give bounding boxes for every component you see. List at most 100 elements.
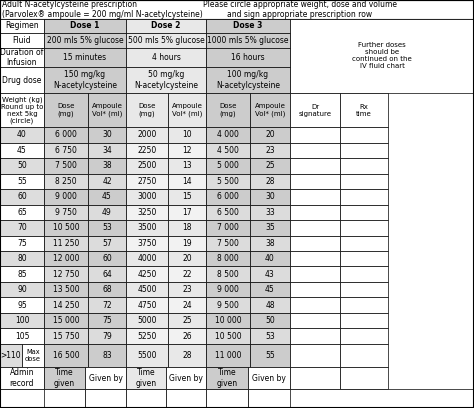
Bar (290, 220, 340, 235)
Bar (126, 33, 206, 47)
Text: 68: 68 (102, 285, 112, 294)
Bar (126, 328, 168, 344)
Text: 28: 28 (265, 177, 275, 186)
Text: Duration of
Infusion: Duration of Infusion (0, 48, 44, 67)
Text: Max
dose: Max dose (25, 349, 41, 362)
Text: 5 500: 5 500 (217, 177, 239, 186)
Text: 65: 65 (17, 208, 27, 217)
Text: 4500: 4500 (137, 285, 157, 294)
Bar (206, 344, 250, 367)
Text: 6 750: 6 750 (55, 146, 77, 155)
Text: 26: 26 (182, 332, 192, 341)
Bar (0, 33, 44, 47)
Bar (250, 313, 290, 328)
Text: 28: 28 (182, 351, 192, 360)
Bar (340, 189, 388, 204)
Bar (250, 282, 290, 297)
Text: 33: 33 (265, 208, 275, 217)
Text: Rx
time: Rx time (356, 104, 372, 117)
Text: 2000: 2000 (137, 130, 157, 139)
Text: 4250: 4250 (137, 270, 157, 279)
Bar (206, 297, 250, 313)
Bar (168, 344, 206, 367)
Bar (0, 67, 44, 93)
Text: 14 250: 14 250 (53, 301, 79, 310)
Bar (340, 282, 388, 297)
Text: 7 000: 7 000 (217, 223, 239, 232)
Text: 3000: 3000 (137, 192, 157, 201)
Bar (85, 389, 126, 408)
Text: 15 000: 15 000 (53, 316, 79, 325)
Text: Fluid: Fluid (13, 36, 31, 45)
Bar (126, 173, 168, 189)
Text: 14: 14 (182, 177, 192, 186)
Bar (126, 367, 166, 389)
Bar (206, 204, 250, 220)
Bar (340, 93, 388, 127)
Text: 6 000: 6 000 (217, 192, 239, 201)
Bar (0, 158, 44, 173)
Bar (206, 313, 250, 328)
Text: 70: 70 (17, 223, 27, 232)
Bar (126, 93, 168, 127)
Bar (85, 367, 126, 389)
Bar (250, 251, 290, 266)
Bar (44, 282, 88, 297)
Bar (290, 313, 340, 328)
Bar (0, 313, 44, 328)
Text: Ampoule
Vol* (ml): Ampoule Vol* (ml) (91, 103, 122, 117)
Text: Drug dose: Drug dose (2, 75, 42, 84)
Bar (340, 173, 388, 189)
Bar (88, 189, 126, 204)
Bar (168, 142, 206, 158)
Text: Dose
(mg): Dose (mg) (57, 103, 75, 117)
Text: 4 hours: 4 hours (152, 53, 181, 62)
Text: 83: 83 (102, 351, 112, 360)
Bar (206, 189, 250, 204)
Text: 10 500: 10 500 (53, 223, 79, 232)
Text: 4 000: 4 000 (217, 130, 239, 139)
Text: 35: 35 (265, 223, 275, 232)
Text: 4750: 4750 (137, 301, 157, 310)
Text: 30: 30 (102, 130, 112, 139)
Bar (340, 220, 388, 235)
Text: 10 500: 10 500 (215, 332, 241, 341)
Text: Time
given: Time given (54, 368, 75, 388)
Bar (126, 235, 168, 251)
Text: 15 minutes: 15 minutes (64, 53, 107, 62)
Text: 6 500: 6 500 (217, 208, 239, 217)
Bar (44, 344, 88, 367)
Text: 5250: 5250 (137, 332, 157, 341)
Text: Given by: Given by (169, 374, 203, 383)
Bar (0, 367, 44, 389)
Bar (168, 282, 206, 297)
Bar (290, 173, 340, 189)
Bar (0, 173, 44, 189)
Bar (0, 282, 44, 297)
Text: 8 000: 8 000 (217, 254, 239, 263)
Text: 43: 43 (265, 270, 275, 279)
Text: 1000 mls 5% glucose: 1000 mls 5% glucose (207, 36, 289, 45)
Bar (166, 367, 206, 389)
Bar (44, 127, 88, 142)
Text: 34: 34 (102, 146, 112, 155)
Bar (206, 282, 250, 297)
Bar (44, 33, 126, 47)
Text: 20: 20 (265, 130, 275, 139)
Bar (126, 344, 168, 367)
Text: 57: 57 (102, 239, 112, 248)
Text: 42: 42 (102, 177, 112, 186)
Text: 200 mls 5% glucose: 200 mls 5% glucose (46, 36, 123, 45)
Bar (290, 266, 340, 282)
Bar (206, 93, 250, 127)
Bar (44, 367, 85, 389)
Bar (22, 344, 44, 367)
Text: 9 500: 9 500 (217, 301, 239, 310)
Bar (290, 328, 340, 344)
Bar (340, 313, 388, 328)
Text: 50 mg/kg
N-acetylcysteine: 50 mg/kg N-acetylcysteine (134, 70, 198, 90)
Bar (88, 235, 126, 251)
Bar (0, 344, 22, 367)
Bar (44, 173, 88, 189)
Bar (0, 93, 44, 127)
